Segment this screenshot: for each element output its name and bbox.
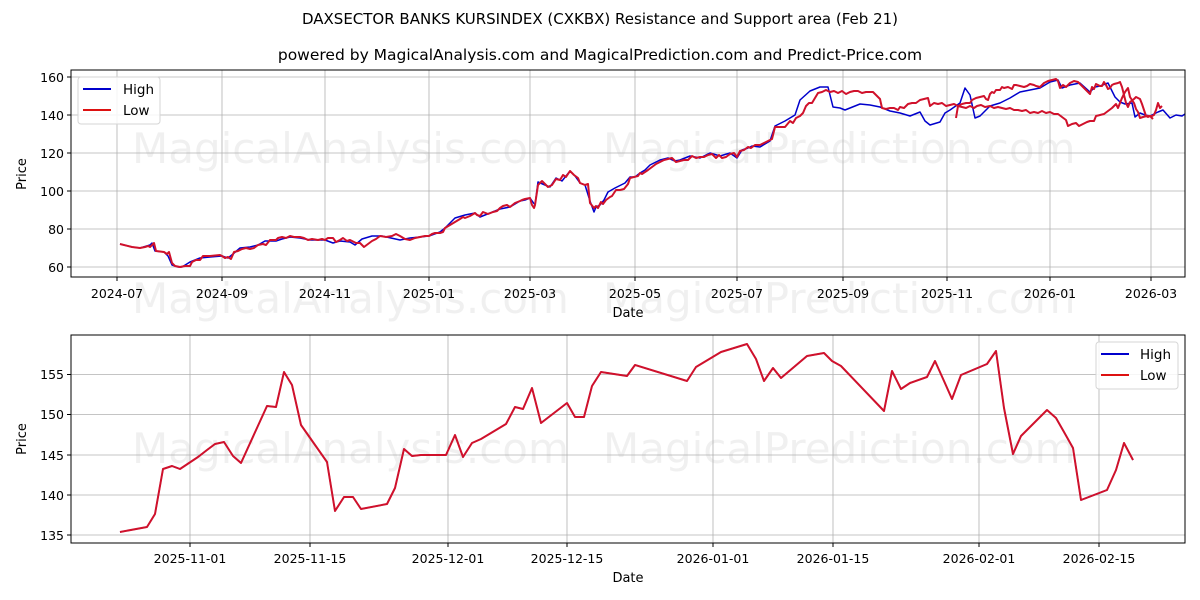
top-x-axis-label: Date [612, 306, 643, 321]
bottom-y-axis: 155 150 145 140 135 Price [15, 367, 71, 543]
svg-text:120: 120 [40, 146, 64, 161]
svg-text:160: 160 [40, 70, 64, 85]
svg-text:2025-09: 2025-09 [817, 286, 869, 301]
svg-text:2026-01-15: 2026-01-15 [797, 551, 870, 566]
legend-low-label: Low [123, 103, 150, 119]
legend-high-label: High [123, 82, 154, 98]
svg-text:2026-01: 2026-01 [1024, 286, 1076, 301]
svg-text:60: 60 [48, 260, 64, 275]
svg-text:2026-02-01: 2026-02-01 [943, 551, 1016, 566]
svg-text:150: 150 [40, 407, 64, 422]
top-y-axis-label: Price [15, 158, 30, 190]
svg-text:MagicalPrediction.com: MagicalPrediction.com [603, 124, 1076, 173]
bottom-x-axis-label: Date [612, 571, 643, 586]
legend-low-label: Low [1140, 368, 1167, 384]
top-low-line-tail [955, 78, 1163, 119]
top-watermark: MagicalAnalysis.com MagicalPrediction.co… [132, 124, 1076, 323]
chart-title: DAXSECTOR BANKS KURSINDEX (CXKBX) Resist… [301, 10, 899, 28]
svg-text:140: 140 [40, 488, 64, 503]
svg-text:2024-11: 2024-11 [299, 286, 351, 301]
top-legend: High Low [77, 76, 161, 125]
bottom-watermark: MagicalAnalysis.com MagicalPrediction.co… [132, 424, 1076, 473]
svg-text:2025-12-15: 2025-12-15 [531, 551, 604, 566]
svg-text:2026-02-15: 2026-02-15 [1063, 551, 1136, 566]
svg-text:2026-03: 2026-03 [1125, 286, 1177, 301]
svg-text:2025-05: 2025-05 [609, 286, 661, 301]
svg-text:140: 140 [40, 108, 64, 123]
svg-text:2025-07: 2025-07 [711, 286, 763, 301]
svg-text:2025-01: 2025-01 [403, 286, 455, 301]
bottom-y-axis-label: Price [15, 423, 30, 455]
svg-text:80: 80 [48, 222, 64, 237]
svg-text:MagicalPrediction.com: MagicalPrediction.com [603, 424, 1076, 473]
bottom-low-line [119, 343, 1134, 533]
svg-text:145: 145 [40, 448, 64, 463]
top-y-axis: 160 140 120 100 80 60 Price [15, 70, 71, 275]
svg-text:2025-11-15: 2025-11-15 [274, 551, 347, 566]
svg-text:MagicalAnalysis.com: MagicalAnalysis.com [132, 274, 569, 323]
svg-text:2024-07: 2024-07 [91, 286, 143, 301]
svg-text:MagicalAnalysis.com: MagicalAnalysis.com [132, 424, 569, 473]
svg-text:100: 100 [40, 184, 64, 199]
svg-text:155: 155 [40, 367, 64, 382]
top-x-axis: 2024-07 2024-09 2024-11 2025-01 2025-03 … [91, 277, 1177, 321]
svg-text:2025-12-01: 2025-12-01 [412, 551, 485, 566]
svg-text:2026-01-01: 2026-01-01 [677, 551, 750, 566]
top-chart: MagicalAnalysis.com MagicalPrediction.co… [15, 69, 1186, 323]
svg-text:2025-03: 2025-03 [504, 286, 556, 301]
bottom-chart: MagicalAnalysis.com MagicalPrediction.co… [15, 334, 1186, 586]
legend-high-label: High [1140, 347, 1171, 363]
top-grid [71, 70, 1185, 277]
bottom-x-axis: 2025-11-01 2025-11-15 2025-12-01 2025-12… [154, 543, 1136, 586]
svg-text:2025-11-01: 2025-11-01 [154, 551, 227, 566]
top-low-line [119, 87, 1154, 268]
svg-text:2024-09: 2024-09 [196, 286, 248, 301]
svg-text:2025-11: 2025-11 [921, 286, 973, 301]
chart-subtitle: powered by MagicalAnalysis.com and Magic… [277, 46, 923, 64]
svg-text:135: 135 [40, 528, 64, 543]
svg-text:MagicalAnalysis.com: MagicalAnalysis.com [132, 124, 569, 173]
svg-text:MagicalPrediction.com: MagicalPrediction.com [603, 274, 1076, 323]
bottom-legend: High Low [1095, 341, 1179, 390]
